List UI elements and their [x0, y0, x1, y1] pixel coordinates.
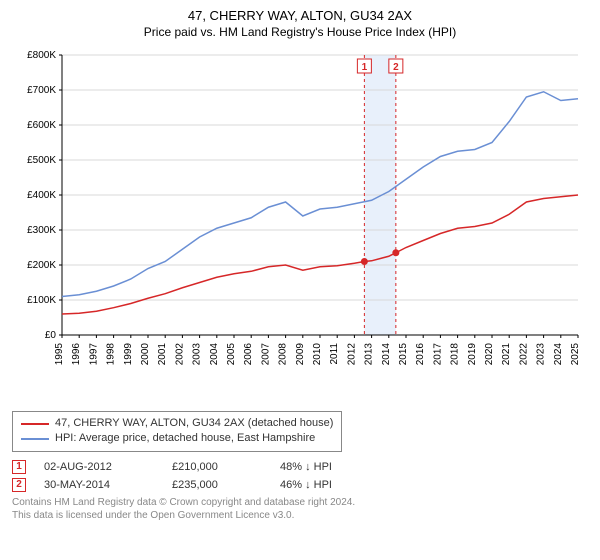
svg-text:1995: 1995 [54, 343, 65, 366]
svg-text:2018: 2018 [450, 343, 461, 366]
svg-text:2023: 2023 [536, 343, 547, 366]
svg-text:1999: 1999 [123, 343, 134, 366]
chart-area: £0 £100K £200K £300K £400K £500K £600K £700K £80… [12, 45, 588, 405]
svg-text:2015: 2015 [398, 343, 409, 366]
svg-text:2: 2 [393, 62, 399, 73]
chart-container: { "title": "47, CHERRY WAY, ALTON, GU34 … [0, 0, 600, 526]
svg-text:£200K: £200K [27, 260, 56, 271]
svg-text:2011: 2011 [329, 343, 340, 365]
svg-text:£500K: £500K [27, 155, 56, 166]
svg-text:2008: 2008 [278, 343, 289, 366]
svg-text:2024: 2024 [553, 343, 564, 366]
sale-price: £235,000 [172, 479, 262, 491]
chart-subtitle: Price paid vs. HM Land Registry's House … [12, 25, 588, 39]
sale-date: 02-AUG-2012 [44, 461, 154, 473]
legend-swatch [21, 423, 49, 425]
svg-text:£100K: £100K [27, 295, 56, 306]
sale-row: 2 30-MAY-2014 £235,000 46% ↓ HPI [12, 478, 588, 492]
svg-text:2017: 2017 [432, 343, 443, 366]
legend-item: HPI: Average price, detached house, East… [21, 431, 333, 446]
legend-item: 47, CHERRY WAY, ALTON, GU34 2AX (detache… [21, 416, 333, 431]
svg-text:2016: 2016 [415, 343, 426, 366]
footnote-line-2: This data is licensed under the Open Gov… [12, 509, 588, 522]
sale-marker-badge: 1 [12, 460, 26, 474]
svg-text:2021: 2021 [501, 343, 512, 366]
sale-price: £210,000 [172, 461, 262, 473]
line-chart-svg: £0 £100K £200K £300K £400K £500K £600K £700K £80… [12, 45, 588, 385]
sale-pct-vs-hpi: 46% ↓ HPI [280, 479, 400, 491]
svg-text:1: 1 [362, 62, 368, 73]
footnote: Contains HM Land Registry data © Crown c… [12, 496, 588, 522]
legend-swatch [21, 438, 49, 440]
svg-text:£300K: £300K [27, 225, 56, 236]
sale-row: 1 02-AUG-2012 £210,000 48% ↓ HPI [12, 460, 588, 474]
legend-label: 47, CHERRY WAY, ALTON, GU34 2AX (detache… [55, 416, 333, 431]
svg-text:£600K: £600K [27, 120, 56, 131]
footnote-line-1: Contains HM Land Registry data © Crown c… [12, 496, 588, 509]
chart-title: 47, CHERRY WAY, ALTON, GU34 2AX [12, 8, 588, 23]
svg-text:2020: 2020 [484, 343, 495, 366]
svg-text:2006: 2006 [243, 343, 254, 366]
svg-text:2013: 2013 [364, 343, 375, 366]
sale-marker-badge: 2 [12, 478, 26, 492]
svg-text:£800K: £800K [27, 50, 56, 61]
svg-text:2000: 2000 [140, 343, 151, 366]
sales-table: 1 02-AUG-2012 £210,000 48% ↓ HPI 2 30-MAY-201… [12, 460, 588, 492]
svg-text:2002: 2002 [174, 343, 185, 366]
svg-text:2007: 2007 [260, 343, 271, 366]
svg-text:2019: 2019 [467, 343, 478, 366]
svg-text:2003: 2003 [192, 343, 203, 366]
svg-text:£400K: £400K [27, 190, 56, 201]
svg-text:2004: 2004 [209, 343, 220, 366]
svg-text:2012: 2012 [346, 343, 357, 366]
svg-text:2025: 2025 [570, 343, 581, 366]
sale-pct-vs-hpi: 48% ↓ HPI [280, 461, 400, 473]
svg-text:2009: 2009 [295, 343, 306, 366]
svg-text:£700K: £700K [27, 85, 56, 96]
sale-date: 30-MAY-2014 [44, 479, 154, 491]
svg-text:2014: 2014 [381, 343, 392, 366]
svg-text:2001: 2001 [157, 343, 168, 366]
svg-text:1997: 1997 [88, 343, 99, 366]
svg-text:1996: 1996 [71, 343, 82, 366]
svg-text:2010: 2010 [312, 343, 323, 366]
legend-box: 47, CHERRY WAY, ALTON, GU34 2AX (detache… [12, 411, 342, 452]
svg-text:£0: £0 [45, 330, 57, 341]
svg-text:1998: 1998 [106, 343, 117, 366]
svg-text:2022: 2022 [518, 343, 529, 366]
svg-text:2005: 2005 [226, 343, 237, 366]
legend-label: HPI: Average price, detached house, East… [55, 431, 315, 446]
